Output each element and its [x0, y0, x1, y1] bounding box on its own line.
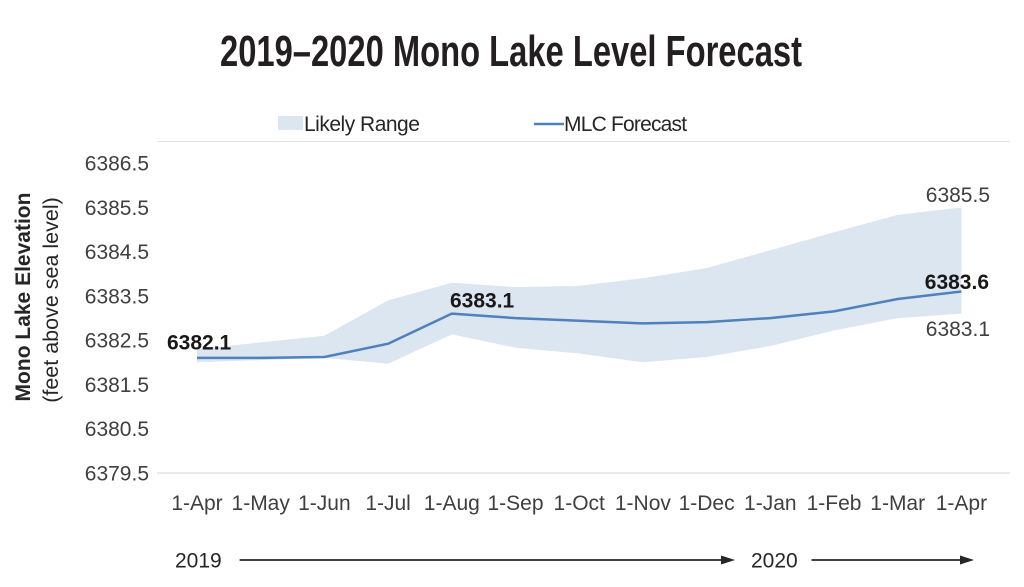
svg-text:2020: 2020 — [751, 550, 798, 573]
svg-text:6385.5: 6385.5 — [926, 184, 990, 207]
svg-text:(feet above sea level): (feet above sea level) — [39, 197, 63, 403]
svg-text:6383.5: 6383.5 — [85, 285, 149, 308]
svg-text:6381.5: 6381.5 — [85, 374, 149, 397]
svg-text:1-Oct: 1-Oct — [554, 492, 606, 515]
svg-text:MLC Forecast: MLC Forecast — [564, 113, 687, 136]
svg-text:1-Jan: 1-Jan — [744, 492, 797, 515]
svg-text:2019: 2019 — [175, 550, 222, 573]
svg-text:Likely Range: Likely Range — [304, 113, 419, 136]
svg-text:Mono Lake Elevation: Mono Lake Elevation — [12, 193, 35, 402]
svg-text:1-Mar: 1-Mar — [870, 492, 925, 515]
svg-text:6385.5: 6385.5 — [85, 197, 149, 220]
svg-text:2019–2020 Mono Lake Level Fore: 2019–2020 Mono Lake Level Forecast — [220, 27, 802, 76]
svg-text:1-Dec: 1-Dec — [679, 492, 735, 515]
svg-text:6382.1: 6382.1 — [167, 332, 232, 355]
svg-text:1-Nov: 1-Nov — [615, 492, 672, 515]
svg-text:6382.5: 6382.5 — [85, 330, 149, 353]
svg-text:1-Apr: 1-Apr — [936, 492, 987, 515]
svg-text:6384.5: 6384.5 — [85, 241, 149, 264]
svg-text:6383.1: 6383.1 — [926, 318, 990, 341]
svg-text:6379.5: 6379.5 — [85, 463, 149, 486]
svg-text:1-Apr: 1-Apr — [171, 492, 222, 515]
svg-text:1-May: 1-May — [232, 492, 291, 515]
svg-text:6383.1: 6383.1 — [450, 290, 515, 313]
svg-text:6386.5: 6386.5 — [85, 153, 149, 176]
svg-text:6383.6: 6383.6 — [925, 271, 989, 294]
svg-text:1-Jun: 1-Jun — [298, 492, 351, 515]
svg-text:1-Feb: 1-Feb — [807, 492, 862, 515]
svg-text:1-Jul: 1-Jul — [365, 492, 411, 515]
svg-text:1-Aug: 1-Aug — [424, 492, 480, 515]
svg-text:1-Sep: 1-Sep — [487, 492, 543, 515]
svg-text:6380.5: 6380.5 — [85, 418, 149, 441]
